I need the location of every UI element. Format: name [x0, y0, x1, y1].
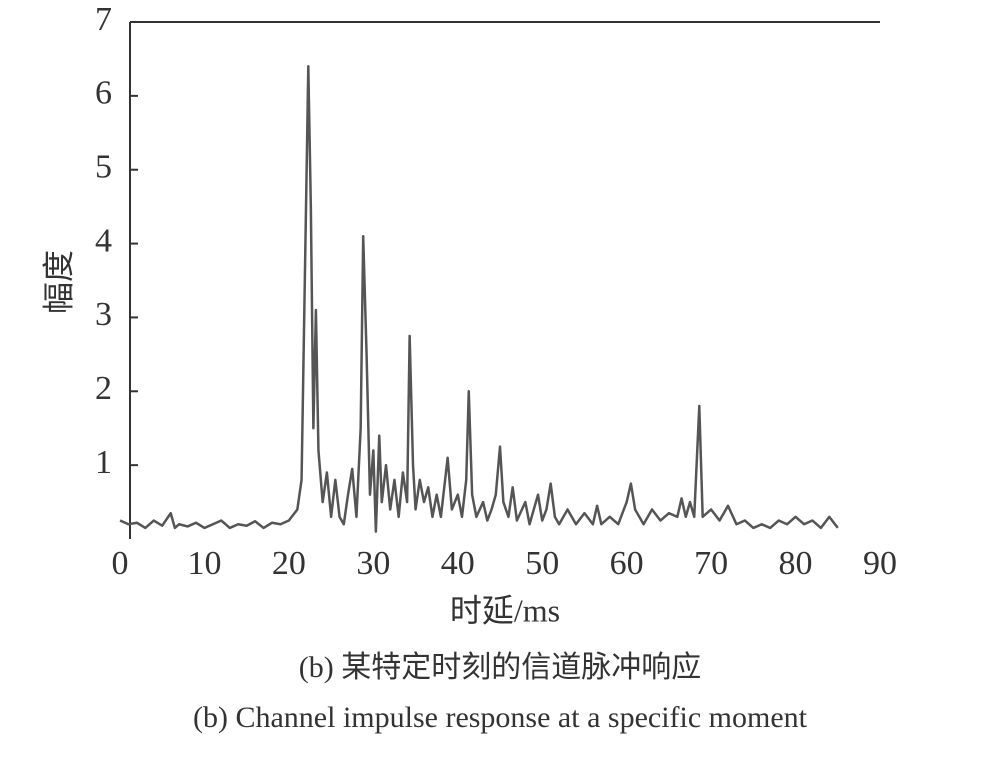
y-tick-label: 7	[95, 1, 112, 38]
caption: (b) 某特定时刻的信道脉冲响应	[299, 651, 701, 684]
y-tick-label: 3	[95, 296, 112, 333]
y-tick-label: 1	[95, 444, 112, 481]
x-tick-label: 0	[112, 545, 129, 582]
x-tick-label: 60	[610, 545, 644, 582]
data-line	[119, 65, 839, 533]
x-tick-label: 20	[272, 545, 306, 582]
y-axis-title: 幅度	[40, 250, 76, 314]
x-tick-label: 80	[779, 545, 813, 582]
x-tick-label: 10	[187, 545, 221, 582]
x-tick-label: 40	[441, 545, 475, 582]
y-tick-label: 4	[95, 222, 112, 259]
x-tick-label: 70	[694, 545, 728, 582]
x-tick-label: 30	[356, 545, 390, 582]
y-tick-label: 5	[95, 149, 112, 186]
y-tick-label: 2	[95, 370, 112, 407]
x-tick-label: 90	[863, 545, 897, 582]
x-axis-title: 时延/ms	[450, 592, 560, 628]
y-tick-label: 6	[95, 75, 112, 112]
x-tick-label: 50	[525, 545, 559, 582]
caption: (b) Channel impulse response at a specif…	[193, 701, 808, 734]
